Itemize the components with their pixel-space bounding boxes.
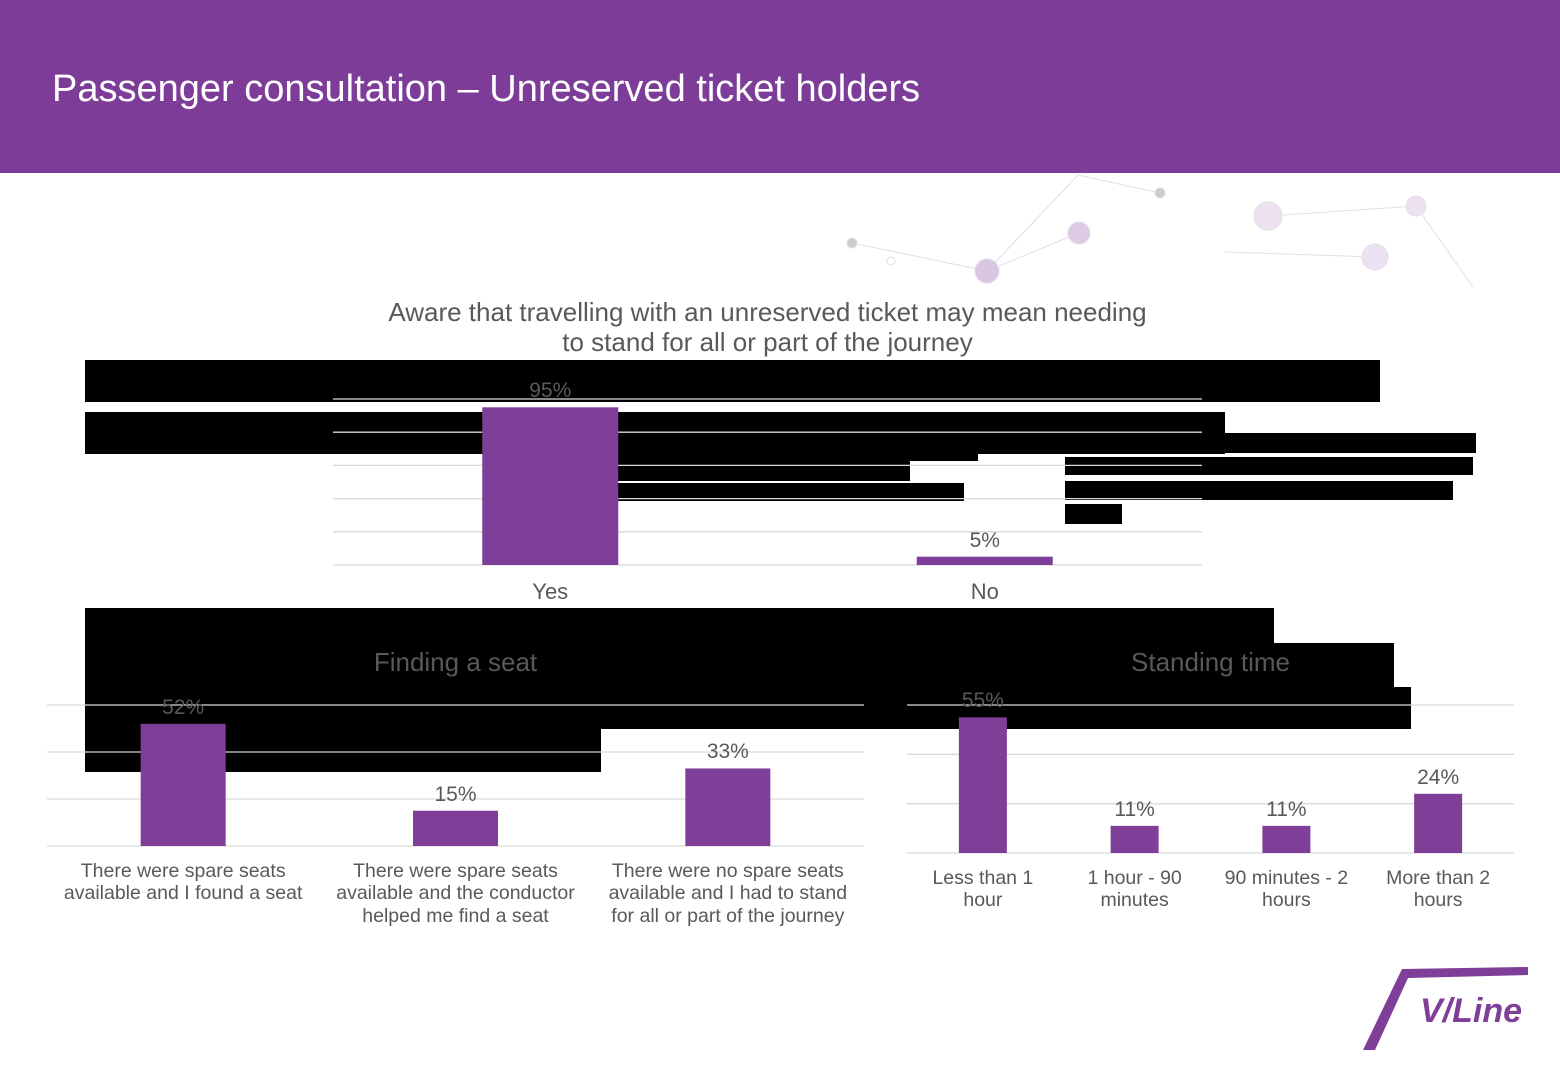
slide-title: Passenger consultation – Unreserved tick… <box>52 68 921 110</box>
bar <box>1262 825 1311 853</box>
network-decoration <box>846 174 1474 288</box>
logo-mark <box>1363 967 1528 1050</box>
x-tick-label: There were no spare seats available and … <box>608 860 848 927</box>
x-tick-label: 1 hour - 90 minutes <box>1087 867 1182 912</box>
bar <box>958 717 1007 853</box>
x-tick-label: There were spare seats available and the… <box>336 860 575 927</box>
bar <box>140 723 226 846</box>
chart-title: Aware that travelling with an unreserved… <box>388 297 1147 357</box>
bar <box>1110 825 1159 853</box>
x-tick-label: More than 2 hours <box>1386 867 1491 912</box>
x-tick-label: No <box>970 579 999 604</box>
header-band <box>0 0 1560 173</box>
value-label: 11% <box>1266 797 1307 821</box>
value-label: 33% <box>706 740 749 764</box>
logo: V/Line <box>1420 992 1523 1030</box>
value-label: 24% <box>1417 765 1460 789</box>
bar <box>482 407 619 565</box>
bar <box>413 810 498 846</box>
value-label: 5% <box>969 528 1000 552</box>
redactions <box>85 360 1476 772</box>
chart-title: Standing time <box>1131 647 1290 677</box>
chart-title: Finding a seat <box>373 647 538 677</box>
value-label: 11% <box>1114 797 1155 821</box>
x-tick-label: Less than 1 hour <box>932 867 1034 912</box>
value-label: 15% <box>434 782 477 806</box>
bar <box>1414 793 1463 853</box>
value-label: 52% <box>162 695 205 719</box>
value-label: 55% <box>961 689 1004 713</box>
x-tick-label: There were spare seats available and I f… <box>63 860 303 905</box>
bar <box>685 768 771 846</box>
x-tick-label: Yes <box>532 579 569 604</box>
bar <box>916 556 1053 565</box>
x-tick-label: 90 minutes - 2 hours <box>1224 867 1349 912</box>
value-label: 95% <box>529 379 572 403</box>
